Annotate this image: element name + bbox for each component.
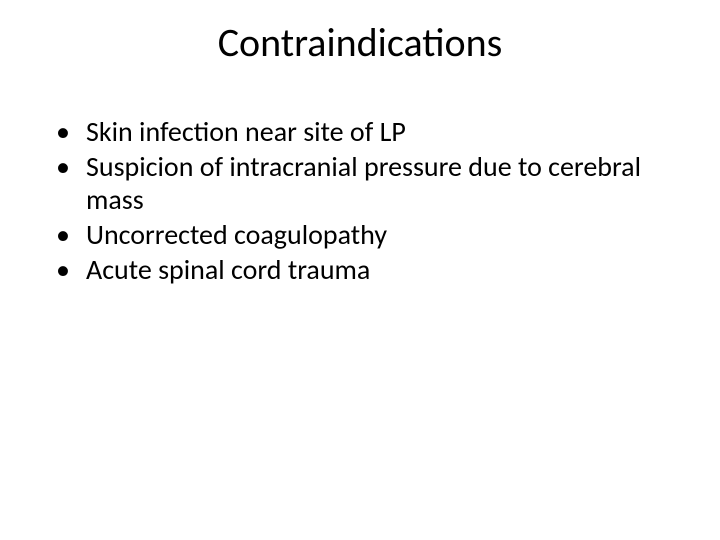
list-item: Skin infection near site of LP bbox=[52, 115, 680, 148]
list-item: Suspicion of intracranial pressure due t… bbox=[52, 150, 680, 216]
slide-title: Contraindications bbox=[0, 18, 720, 67]
list-item: Acute spinal cord trauma bbox=[52, 253, 680, 286]
slide: Contraindications Skin infection near si… bbox=[0, 0, 720, 540]
slide-body: Skin infection near site of LP Suspicion… bbox=[52, 115, 680, 288]
list-item: Uncorrected coagulopathy bbox=[52, 218, 680, 251]
bullet-list: Skin infection near site of LP Suspicion… bbox=[52, 115, 680, 286]
